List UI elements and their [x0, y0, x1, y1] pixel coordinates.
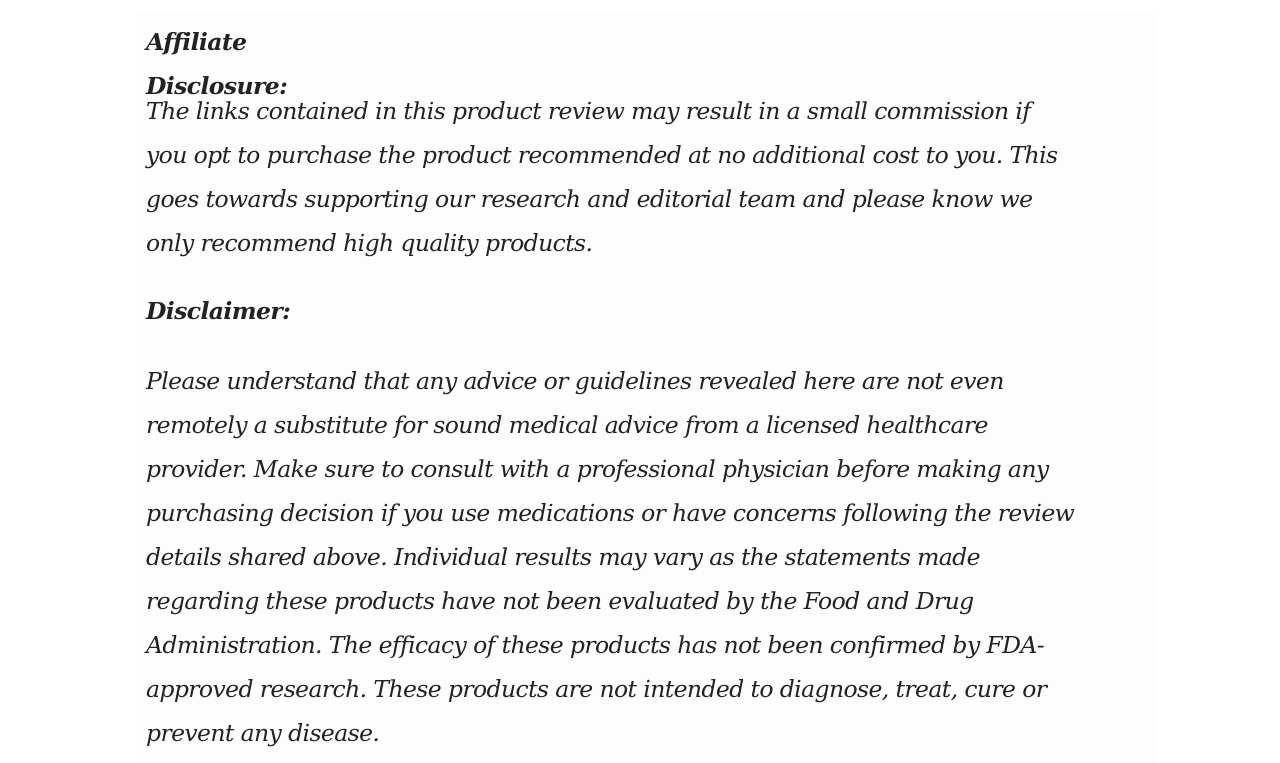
text-line: remotely a substitute for sound medical … [146, 411, 988, 439]
text-line: provider. Make sure to consult with a pr… [146, 455, 1049, 483]
text-line: only recommend high quality products. [146, 229, 593, 257]
text-line: goes towards supporting our research and… [146, 185, 1033, 213]
text-line: regarding these products have not been e… [146, 587, 974, 615]
text-line: prevent any disease. [146, 719, 380, 747]
affiliate-disclosure-heading: Affiliate Disclosure: [146, 28, 288, 100]
text-line: purchasing decision if you use medicatio… [146, 499, 1075, 527]
affiliate-disclosure-text: The links contained in this product revi… [146, 89, 1058, 265]
text-line: details shared above. Individual results… [146, 543, 981, 571]
disclaimer-heading: Disclaimer: [146, 297, 291, 325]
disclosure-container [135, 12, 1155, 763]
disclaimer-text: Please understand that any advice or gui… [146, 359, 1075, 755]
text-line: Administration. The efficacy of these pr… [146, 631, 1045, 659]
text-line: approved research. These products are no… [146, 675, 1047, 703]
text-line: Please understand that any advice or gui… [146, 367, 1004, 395]
text-line: you opt to purchase the product recommen… [146, 141, 1058, 169]
text-line: The links contained in this product revi… [146, 97, 1031, 125]
